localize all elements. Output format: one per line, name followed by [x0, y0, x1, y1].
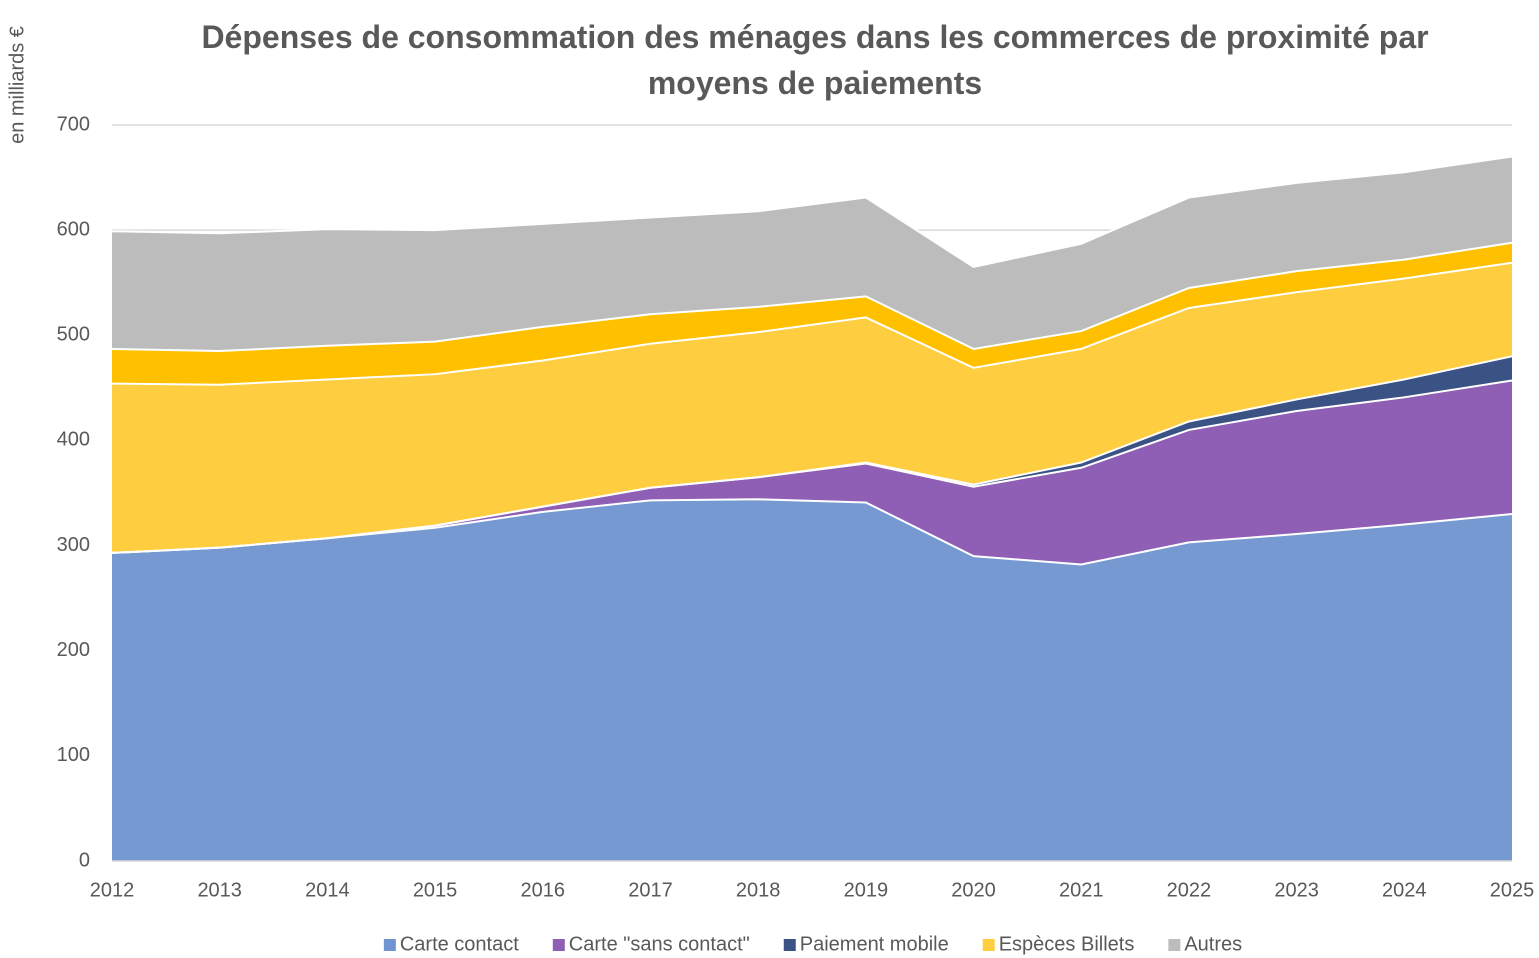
- area-edge: [111, 241, 1513, 353]
- x-tick-label: 2013: [197, 879, 242, 901]
- area-edge: [111, 355, 1513, 554]
- x-tick-label: 2022: [1167, 879, 1212, 901]
- area: [112, 262, 1512, 553]
- area: [112, 242, 1512, 385]
- area: [112, 499, 1512, 861]
- y-tick-label: 300: [57, 534, 90, 556]
- y-axis-label: en milliards €: [6, 26, 28, 144]
- legend-swatch: [383, 939, 396, 951]
- x-tick-label: 2018: [736, 879, 781, 901]
- legend-label: Carte contact: [400, 933, 519, 955]
- x-tick-label: 2015: [413, 879, 458, 901]
- x-tick-label: 2025: [1490, 879, 1535, 901]
- area-edge: [111, 261, 1513, 386]
- legend-swatch: [552, 939, 565, 951]
- x-tick-label: 2014: [305, 879, 350, 901]
- x-tick-label: 2024: [1382, 879, 1427, 901]
- y-tick-label: 200: [57, 639, 90, 661]
- legend-swatch: [783, 939, 796, 951]
- area: [112, 380, 1512, 565]
- y-tick-label: 500: [57, 324, 90, 346]
- x-tick-label: 2016: [521, 879, 566, 901]
- x-tick-label: 2017: [628, 879, 673, 901]
- y-tick-label: 100: [57, 744, 90, 766]
- y-tick-label: 600: [57, 218, 90, 240]
- area: [112, 156, 1512, 352]
- chart-title: Dépenses de consommation des ménages dan…: [201, 19, 1429, 101]
- legend-label: Espèces Billets: [999, 933, 1135, 955]
- legend-label: Paiement mobile: [800, 933, 949, 955]
- x-tick-label: 2023: [1274, 879, 1319, 901]
- area-edge: [111, 155, 1513, 269]
- y-tick-label: 0: [79, 849, 90, 871]
- y-tick-label: 700: [57, 113, 90, 135]
- x-tick-label: 2019: [844, 879, 889, 901]
- legend-swatch: [982, 939, 995, 951]
- x-tick-label: 2012: [90, 879, 135, 901]
- x-tick-label: 2021: [1059, 879, 1104, 901]
- x-tick-label: 2020: [951, 879, 996, 901]
- y-tick-label: 400: [57, 429, 90, 451]
- legend-label: Carte "sans contact": [569, 933, 750, 955]
- legend-swatch: [1168, 939, 1181, 951]
- legend-label: Autres: [1184, 933, 1242, 955]
